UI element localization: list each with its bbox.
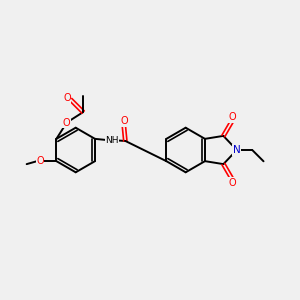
Text: O: O xyxy=(36,156,44,166)
Text: N: N xyxy=(233,145,241,155)
Text: O: O xyxy=(63,93,71,103)
Text: NH: NH xyxy=(106,136,119,145)
Text: O: O xyxy=(63,118,70,128)
Text: O: O xyxy=(229,178,236,188)
Text: O: O xyxy=(120,116,127,126)
Text: O: O xyxy=(229,112,236,122)
